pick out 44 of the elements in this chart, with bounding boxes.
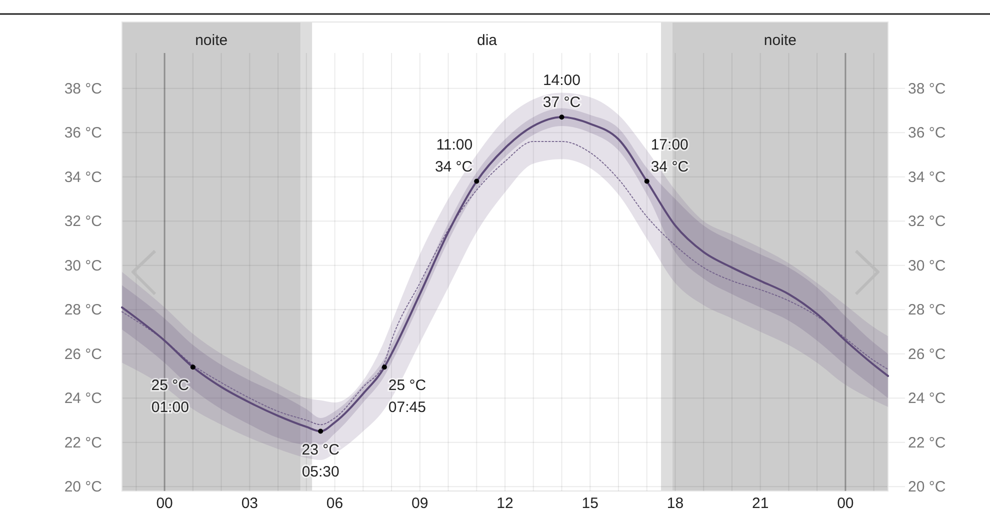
y2-tick-label: 32 °C xyxy=(908,213,946,230)
point xyxy=(474,178,480,184)
annotation: 17:00 34 °C xyxy=(650,136,689,176)
annotation: 11:00 34 °C xyxy=(434,136,473,176)
annotation: 25 °C 07:45 xyxy=(388,377,426,416)
x-tick-label: 09 xyxy=(412,495,428,512)
band-label: noite xyxy=(764,32,796,49)
y2-tick-label: 38 °C xyxy=(908,80,946,98)
y-tick-label: 22 °C xyxy=(64,434,102,452)
point xyxy=(644,178,650,184)
y-tick-label: 30 °C xyxy=(64,257,102,274)
y-tick-label: 32 °C xyxy=(64,213,102,230)
y2-tick-label: 34 °C xyxy=(908,168,946,186)
y-tick-label: 26 °C xyxy=(64,346,102,363)
y2-tick-label: 24 °C xyxy=(908,390,946,408)
y2-tick-label: 30 °C xyxy=(908,257,946,274)
x-tick-label: 06 xyxy=(326,495,344,512)
x-tick-label: 18 xyxy=(666,495,684,512)
y-tick-label: 36 °C xyxy=(64,124,102,142)
y-tick-label: 38 °C xyxy=(64,80,102,98)
y2-tick-label: 20 °C xyxy=(908,478,946,496)
band-label: noite xyxy=(195,32,228,49)
y2-tick-label: 36 °C xyxy=(908,124,946,142)
x-tick-label: 00 xyxy=(156,495,173,512)
y-tick-label: 24 °C xyxy=(64,390,102,408)
x-tick-label: 00 xyxy=(837,495,854,512)
y-tick-label: 28 °C xyxy=(64,302,102,319)
x-tick-label: 15 xyxy=(582,495,598,512)
point xyxy=(318,428,324,434)
annotation: 25 °C 01:00 xyxy=(151,377,190,416)
y2-tick-label: 26 °C xyxy=(908,346,946,363)
y-tick-label: 34 °C xyxy=(64,168,102,186)
annotation: dia xyxy=(476,32,498,49)
x-tick-label: 21 xyxy=(752,495,769,512)
point xyxy=(559,114,564,120)
y2-tick-label: 28 °C xyxy=(908,302,946,319)
point xyxy=(190,364,196,370)
y2-tick-label: 22 °C xyxy=(908,434,946,452)
annotation: 14:00 37 °C xyxy=(542,72,581,112)
y-tick-label: 20 °C xyxy=(64,478,102,496)
x-tick-label: 03 xyxy=(241,495,258,512)
x-tick-label: 12 xyxy=(496,495,514,512)
point xyxy=(382,364,387,370)
annotation: 23 °C 05:30 xyxy=(302,441,340,480)
